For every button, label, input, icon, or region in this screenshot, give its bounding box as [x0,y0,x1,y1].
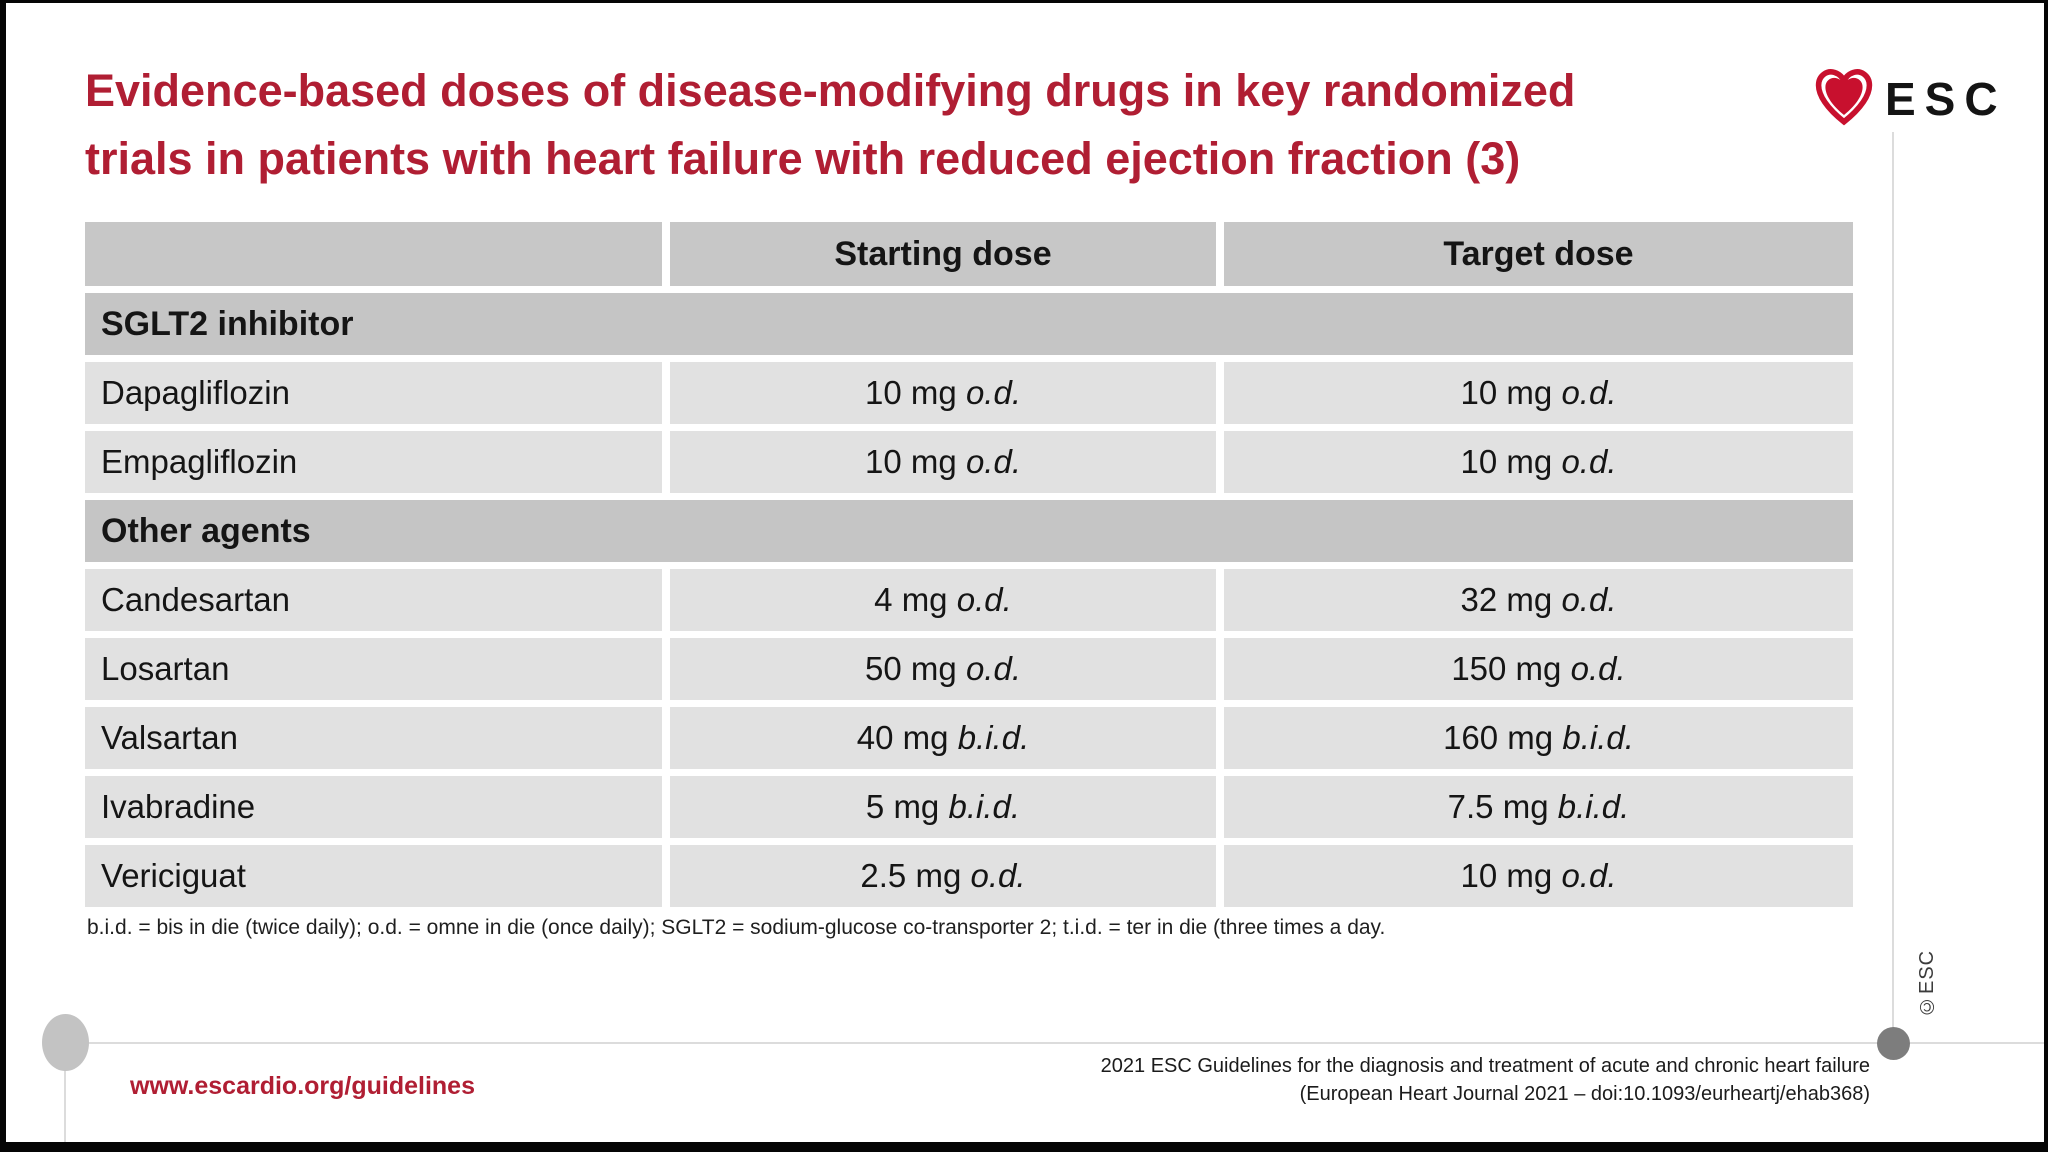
section-label: Other agents [85,500,1853,562]
drug-name: Losartan [85,638,662,700]
drug-name: Candesartan [85,569,662,631]
target-dose-value: 32 mg o.d. [1224,569,1853,631]
table-header-row: Starting dose Target dose [85,222,1853,286]
section-row-sglt2: SGLT2 inhibitor [85,293,1853,355]
starting-dose-value: 50 mg o.d. [670,638,1216,700]
target-dose-value: 160 mg b.i.d. [1224,707,1853,769]
table-row: Dapagliflozin 10 mg o.d. 10 mg o.d. [85,362,1853,424]
footer-divider [64,1042,2044,1044]
citation-line-1: 2021 ESC Guidelines for the diagnosis an… [1100,1055,1870,1077]
drug-name: Dapagliflozin [85,362,662,424]
starting-dose-value: 40 mg b.i.d. [670,707,1216,769]
drug-name: Empagliflozin [85,431,662,493]
table-row: Ivabradine 5 mg b.i.d. 7.5 mg b.i.d. [85,776,1853,838]
starting-dose-value: 10 mg o.d. [670,431,1216,493]
footer-dot-left [42,1014,89,1071]
target-dose-value: 150 mg o.d. [1224,638,1853,700]
starting-dose-value: 10 mg o.d. [670,362,1216,424]
table-row: Valsartan 40 mg b.i.d. 160 mg b.i.d. [85,707,1853,769]
table-row: Losartan 50 mg o.d. 150 mg o.d. [85,638,1853,700]
table-row: Vericiguat 2.5 mg o.d. 10 mg o.d. [85,845,1853,907]
page-title: Evidence-based doses of disease-modifyin… [85,57,1745,193]
frame-edge-top [0,0,2048,3]
frame-edge-left [0,0,6,1152]
title-line-1: Evidence-based doses of disease-modifyin… [85,65,1576,116]
title-line-2: trials in patients with heart failure wi… [85,133,1521,184]
citation-line-2: (European Heart Journal 2021 – doi:10.10… [1299,1083,1870,1105]
drug-name: Ivabradine [85,776,662,838]
guidelines-link[interactable]: www.escardio.org/guidelines [130,1072,475,1100]
esc-logo: ESC [1813,66,2043,130]
esc-logo-text: ESC [1885,73,2007,125]
drug-name: Valsartan [85,707,662,769]
section-row-other-agents: Other agents [85,500,1853,562]
starting-dose-value: 5 mg b.i.d. [670,776,1216,838]
frame-edge-bottom [0,1142,2048,1152]
section-label: SGLT2 inhibitor [85,293,1853,355]
target-dose-value: 7.5 mg b.i.d. [1224,776,1853,838]
vertical-divider-left [64,1042,66,1142]
citation: 2021 ESC Guidelines for the diagnosis an… [1101,1052,1870,1108]
table-row: Candesartan 4 mg o.d. 32 mg o.d. [85,569,1853,631]
vertical-divider-right [1892,132,1894,1042]
esc-heart-logo-icon [1815,69,1873,126]
target-dose-value: 10 mg o.d. [1224,845,1853,907]
table-footnote: b.i.d. = bis in die (twice daily); o.d. … [87,916,1386,939]
drug-name: Vericiguat [85,845,662,907]
header-starting-dose: Starting dose [670,222,1216,286]
header-empty-cell [85,222,662,286]
dose-table: Starting dose Target dose SGLT2 inhibito… [85,222,1853,914]
footer-dot-right [1877,1027,1910,1060]
target-dose-value: 10 mg o.d. [1224,431,1853,493]
header-target-dose: Target dose [1224,222,1853,286]
starting-dose-value: 4 mg o.d. [670,569,1216,631]
starting-dose-value: 2.5 mg o.d. [670,845,1216,907]
frame-edge-right [2044,0,2048,1152]
copyright-vertical-label: ©ESC [1916,949,1938,1017]
table-row: Empagliflozin 10 mg o.d. 10 mg o.d. [85,431,1853,493]
target-dose-value: 10 mg o.d. [1224,362,1853,424]
